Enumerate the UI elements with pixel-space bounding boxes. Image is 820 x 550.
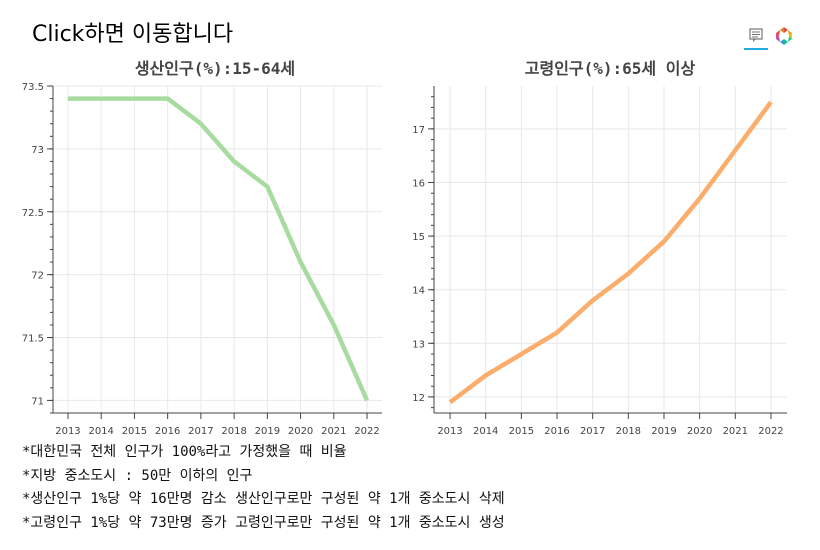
x-tick-label: 2017 bbox=[188, 426, 213, 437]
x-tick-label: 2022 bbox=[758, 426, 783, 437]
x-tick-label: 2014 bbox=[88, 426, 113, 437]
y-tick-label: 14 bbox=[412, 286, 425, 297]
x-tick-label: 2015 bbox=[509, 426, 534, 437]
x-tick-label: 2015 bbox=[122, 426, 147, 437]
x-tick-label: 2020 bbox=[288, 426, 313, 437]
working-age-population-chart: 생산인구(%):15-64세 71 71.5 72 72.5 73 73.5 2013 2014… bbox=[22, 59, 382, 437]
x-tick-label: 2022 bbox=[354, 426, 379, 437]
x-tick-label: 2017 bbox=[580, 426, 605, 437]
x-tick-label: 2013 bbox=[437, 426, 462, 437]
elderly-population-chart: 고령인구(%):65세 이상 12 13 14 15 16 17 2013 2014 2015 20… bbox=[412, 59, 787, 437]
x-tick-label: 2016 bbox=[155, 426, 180, 437]
x-tick-label: 2016 bbox=[544, 426, 569, 437]
x-tick-label: 2021 bbox=[723, 426, 748, 437]
x-tick-label: 2018 bbox=[221, 426, 246, 437]
speech-bubble-icon bbox=[749, 28, 763, 42]
series-line bbox=[67, 96, 370, 402]
y-tick-label: 71 bbox=[31, 396, 44, 407]
y-tick-label: 73 bbox=[31, 145, 44, 156]
x-tick-label: 2020 bbox=[687, 426, 712, 437]
y-tick-label: 12 bbox=[412, 393, 425, 404]
chart-toolbar bbox=[740, 24, 800, 50]
y-tick-label: 13 bbox=[412, 339, 425, 350]
chart-title: 고령인구(%):65세 이상 bbox=[525, 59, 696, 78]
x-tick-label: 2019 bbox=[651, 426, 676, 437]
y-tick-label: 16 bbox=[412, 178, 425, 189]
footnote: *생산인구 1%당 약 16만명 감소 생산인구로만 구성된 약 1개 중소도시… bbox=[22, 491, 505, 507]
footnote: *고령인구 1%당 약 73만명 증가 고령인구로만 구성된 약 1개 중소도시… bbox=[22, 514, 505, 531]
x-tick-label: 2018 bbox=[616, 426, 641, 437]
series-line bbox=[448, 100, 773, 405]
bokeh-logo-button[interactable] bbox=[772, 24, 796, 48]
footnotes: *대한민국 전체 인구가 100%라고 가정했을 때 비율 *지방 중소도시 :… bbox=[22, 441, 505, 535]
navigate-link[interactable]: Click하면 이동합니다 bbox=[32, 22, 234, 47]
x-tick-label: 2014 bbox=[473, 426, 498, 437]
bokeh-logo-icon bbox=[776, 27, 792, 45]
y-tick-label: 72 bbox=[31, 271, 44, 282]
x-tick-label: 2021 bbox=[321, 426, 346, 437]
x-tick-label: 2019 bbox=[255, 426, 280, 437]
y-tick-label: 15 bbox=[412, 232, 425, 243]
y-tick-label: 73.5 bbox=[22, 82, 44, 93]
hover-tool-button[interactable] bbox=[744, 24, 768, 50]
y-tick-label: 71.5 bbox=[22, 334, 44, 345]
footnote: *지방 중소도시 : 50만 이하의 인구 bbox=[22, 467, 253, 484]
y-tick-label: 72.5 bbox=[22, 208, 44, 219]
chart-title: 생산인구(%):15-64세 bbox=[135, 59, 295, 78]
x-tick-label: 2013 bbox=[55, 426, 80, 437]
y-tick-label: 17 bbox=[412, 125, 425, 136]
footnote: *대한민국 전체 인구가 100%라고 가정했을 때 비율 bbox=[22, 444, 347, 460]
